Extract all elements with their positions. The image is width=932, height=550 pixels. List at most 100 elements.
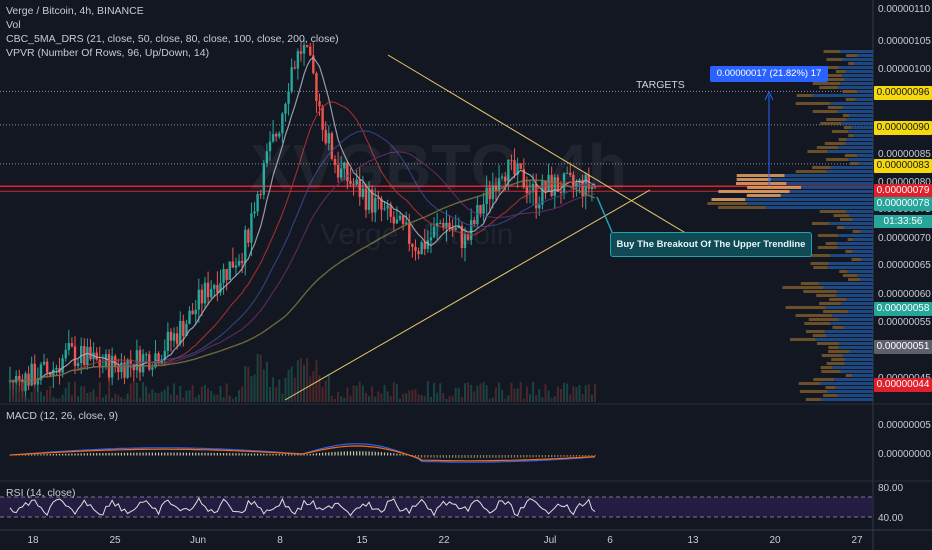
vpvr-bar-up: [860, 278, 873, 281]
candle-body: [250, 213, 253, 243]
candle-body: [76, 363, 80, 367]
vpvr-bar-up: [829, 102, 873, 105]
vpvr-bar-down: [736, 178, 771, 181]
rsi-band: [0, 497, 873, 517]
legend-ma[interactable]: CBC_5MA_DRS (21, close, 50, close, 80, c…: [6, 33, 339, 45]
macd-histogram-bar: [538, 455, 540, 458]
vpvr-bar-down: [800, 282, 819, 285]
macd-histogram-bar: [232, 453, 234, 456]
breakout-callout[interactable]: Buy The Breakout Of The Upper Trendline: [610, 232, 812, 257]
vpvr-bar-down: [831, 358, 845, 361]
volume-bar: [575, 387, 578, 402]
macd-histogram-bar: [105, 453, 107, 456]
volume-bar: [473, 391, 476, 402]
time-tick-label: 15: [356, 535, 368, 546]
candle-body: [129, 359, 132, 364]
macd-histogram-bar: [170, 452, 172, 456]
candle-body: [70, 343, 74, 347]
macd-histogram-bar: [498, 455, 500, 458]
macd-histogram-bar: [501, 455, 503, 458]
candle-body: [231, 261, 235, 268]
volume-bar: [361, 385, 364, 402]
volume-bar: [256, 353, 259, 402]
candle-body: [64, 349, 67, 359]
vpvr-bar-down: [832, 326, 844, 329]
macd-histogram-bar: [46, 454, 48, 456]
volume-bar: [563, 382, 566, 402]
macd-histogram-bar: [151, 452, 153, 456]
ma-21-line: [9, 56, 596, 383]
vpvr-bar-up: [852, 250, 873, 253]
macd-histogram-bar: [9, 455, 11, 456]
macd-histogram-bar: [513, 455, 516, 458]
volume-bar: [182, 397, 185, 402]
macd-histogram-bar: [260, 453, 262, 456]
macd-histogram-bar: [164, 452, 166, 456]
volume-bar: [120, 397, 123, 402]
volume-bar: [275, 387, 278, 402]
macd-histogram-bar: [114, 452, 116, 456]
macd-histogram-bar: [396, 453, 398, 456]
macd-tick-label: 0.00000000: [878, 449, 931, 460]
volume-bar: [306, 358, 309, 402]
candle-body: [55, 367, 58, 370]
volume-bar: [358, 381, 361, 402]
volume-bar: [544, 384, 547, 402]
volume-bar: [55, 398, 58, 402]
vpvr-bar-down: [820, 366, 833, 369]
macd-histogram-bar: [473, 455, 475, 458]
volume-bar: [241, 386, 244, 402]
candle-body: [253, 211, 256, 214]
macd-histogram-bar: [346, 451, 348, 456]
vpvr-bar-up: [837, 394, 873, 397]
macd-histogram-bar: [210, 452, 212, 456]
volume-bar: [33, 385, 36, 402]
candle-body: [513, 160, 516, 175]
macd-histogram-bar: [34, 454, 36, 456]
vpvr-bar-up: [857, 54, 873, 57]
macd-label[interactable]: MACD (12, 26, close, 9): [6, 410, 119, 422]
candle-body: [225, 269, 228, 280]
name-watermark: Verge / Bitcoin: [320, 218, 514, 251]
measure-label[interactable]: 0.00000017 (21.82%) 17: [710, 66, 828, 82]
vpvr-bar-down: [803, 290, 838, 293]
macd-histogram-bar: [58, 453, 61, 456]
vpvr-bar-up: [851, 126, 873, 129]
price-tag: 0.00000083: [874, 159, 932, 173]
candle-body: [454, 227, 457, 230]
volume-bar: [315, 360, 318, 402]
legend-vpvr[interactable]: VPVR (Number Of Rows, 96, Up/Down, 14): [6, 47, 210, 59]
vpvr-bar-down: [816, 342, 839, 345]
legend-vol[interactable]: Vol: [6, 19, 21, 31]
vpvr-bar-down: [826, 362, 845, 365]
vpvr-bar-up: [841, 302, 873, 305]
candle-body: [531, 183, 535, 193]
volume-bar: [98, 382, 101, 402]
macd-histogram-bar: [399, 453, 401, 456]
macd-histogram-bar: [356, 451, 358, 456]
macd-histogram-bar: [365, 451, 367, 456]
macd-histogram-bar: [179, 452, 181, 456]
vpvr-bar-up: [857, 274, 873, 277]
volume-bar: [364, 392, 367, 402]
volume-bar: [64, 387, 67, 402]
volume-bar: [160, 391, 163, 402]
candle-body: [33, 363, 36, 385]
candle-body: [343, 162, 346, 169]
candle-body: [315, 73, 318, 102]
rsi-label[interactable]: RSI (14, close): [6, 487, 76, 499]
vpvr-bar-down: [707, 202, 748, 205]
candle-body: [83, 346, 86, 366]
volume-bar: [303, 364, 306, 402]
price-tag: 0.00000058: [874, 302, 932, 316]
legend-symbol[interactable]: Verge / Bitcoin, 4h, BINANCE: [6, 5, 144, 17]
volume-bar: [318, 375, 321, 402]
volume-bar: [213, 394, 216, 402]
macd-histogram-bar: [161, 452, 163, 456]
vpvr-bar-up: [845, 142, 873, 145]
candle-body: [516, 163, 519, 175]
macd-histogram-bar: [130, 452, 132, 456]
volume-bar: [374, 396, 377, 402]
vpvr-bar-down: [812, 110, 838, 113]
